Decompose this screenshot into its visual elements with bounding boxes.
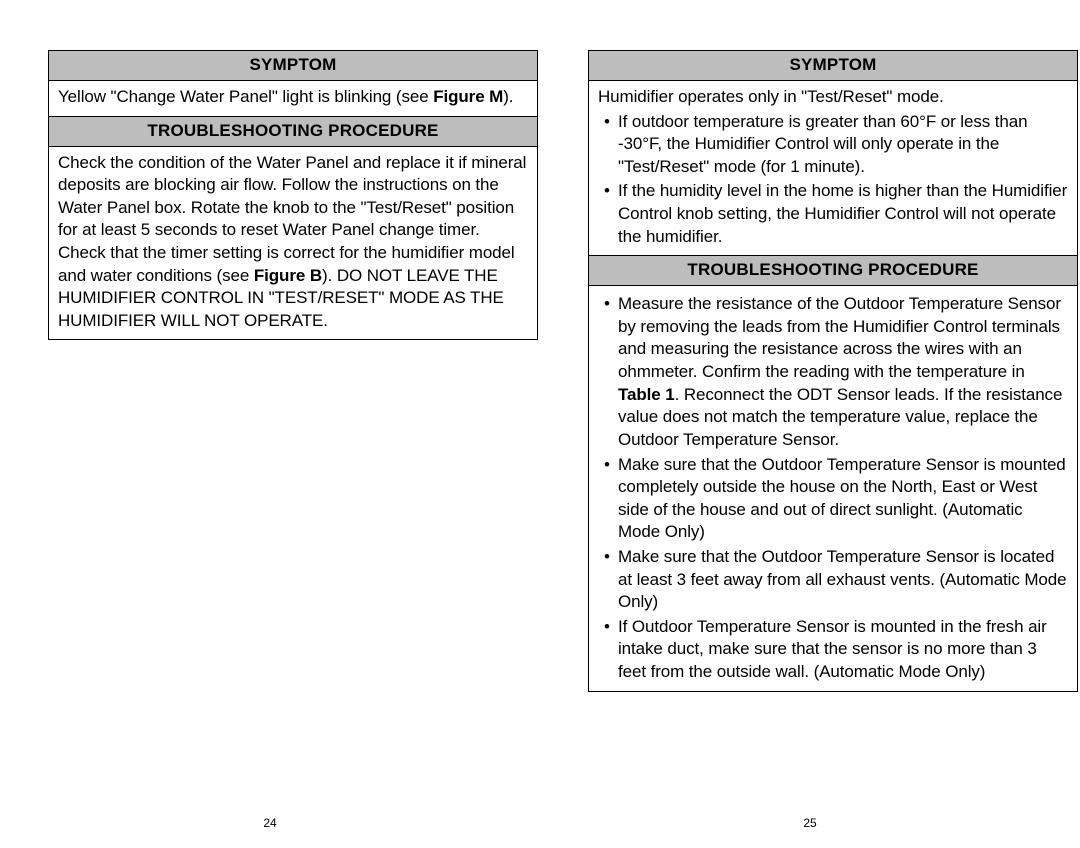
proc-text-bold: Figure B	[254, 266, 322, 285]
page-number-left: 24	[0, 816, 540, 830]
symptom-header-left: SYMPTOM	[49, 51, 537, 81]
proc-b1-bold: Table 1	[618, 385, 675, 404]
symptom-text-bold: Figure M	[433, 87, 503, 106]
symptom-body-left: Yellow "Change Water Panel" light is bli…	[49, 81, 537, 116]
symptom-body-right: Humidifier operates only in "Test/Reset"…	[589, 81, 1077, 255]
list-item: If Outdoor Temperature Sensor is mounted…	[598, 616, 1068, 684]
procedure-bullets-right: Measure the resistance of the Outdoor Te…	[598, 293, 1068, 683]
procedure-body-right: Measure the resistance of the Outdoor Te…	[589, 286, 1077, 690]
page-left: SYMPTOM Yellow "Change Water Panel" ligh…	[48, 50, 538, 340]
proc-b1-post: . Reconnect the ODT Sensor leads. If the…	[618, 385, 1062, 449]
procedure-header-left: TROUBLESHOOTING PROCEDURE	[49, 116, 537, 147]
list-item: If outdoor temperature is greater than 6…	[598, 111, 1068, 179]
list-item: Measure the resistance of the Outdoor Te…	[598, 293, 1068, 451]
symptom-bullets-right: If outdoor temperature is greater than 6…	[598, 111, 1068, 249]
symptom-text-right: Humidifier operates only in "Test/Reset"…	[598, 86, 1068, 109]
list-item: Make sure that the Outdoor Temperature S…	[598, 546, 1068, 614]
proc-b1-pre: Measure the resistance of the Outdoor Te…	[618, 294, 1061, 381]
troubleshoot-box-right: SYMPTOM Humidifier operates only in "Tes…	[588, 50, 1078, 692]
procedure-header-right: TROUBLESHOOTING PROCEDURE	[589, 255, 1077, 286]
list-item: If the humidity level in the home is hig…	[598, 180, 1068, 248]
list-item: Make sure that the Outdoor Temperature S…	[598, 454, 1068, 544]
procedure-body-left: Check the condition of the Water Panel a…	[49, 147, 537, 340]
troubleshoot-box-left: SYMPTOM Yellow "Change Water Panel" ligh…	[48, 50, 538, 340]
symptom-text-pre: Yellow "Change Water Panel" light is bli…	[58, 87, 433, 106]
page-number-right: 25	[540, 816, 1080, 830]
symptom-header-right: SYMPTOM	[589, 51, 1077, 81]
symptom-text-post: ).	[503, 87, 513, 106]
page-right: SYMPTOM Humidifier operates only in "Tes…	[588, 50, 1078, 692]
